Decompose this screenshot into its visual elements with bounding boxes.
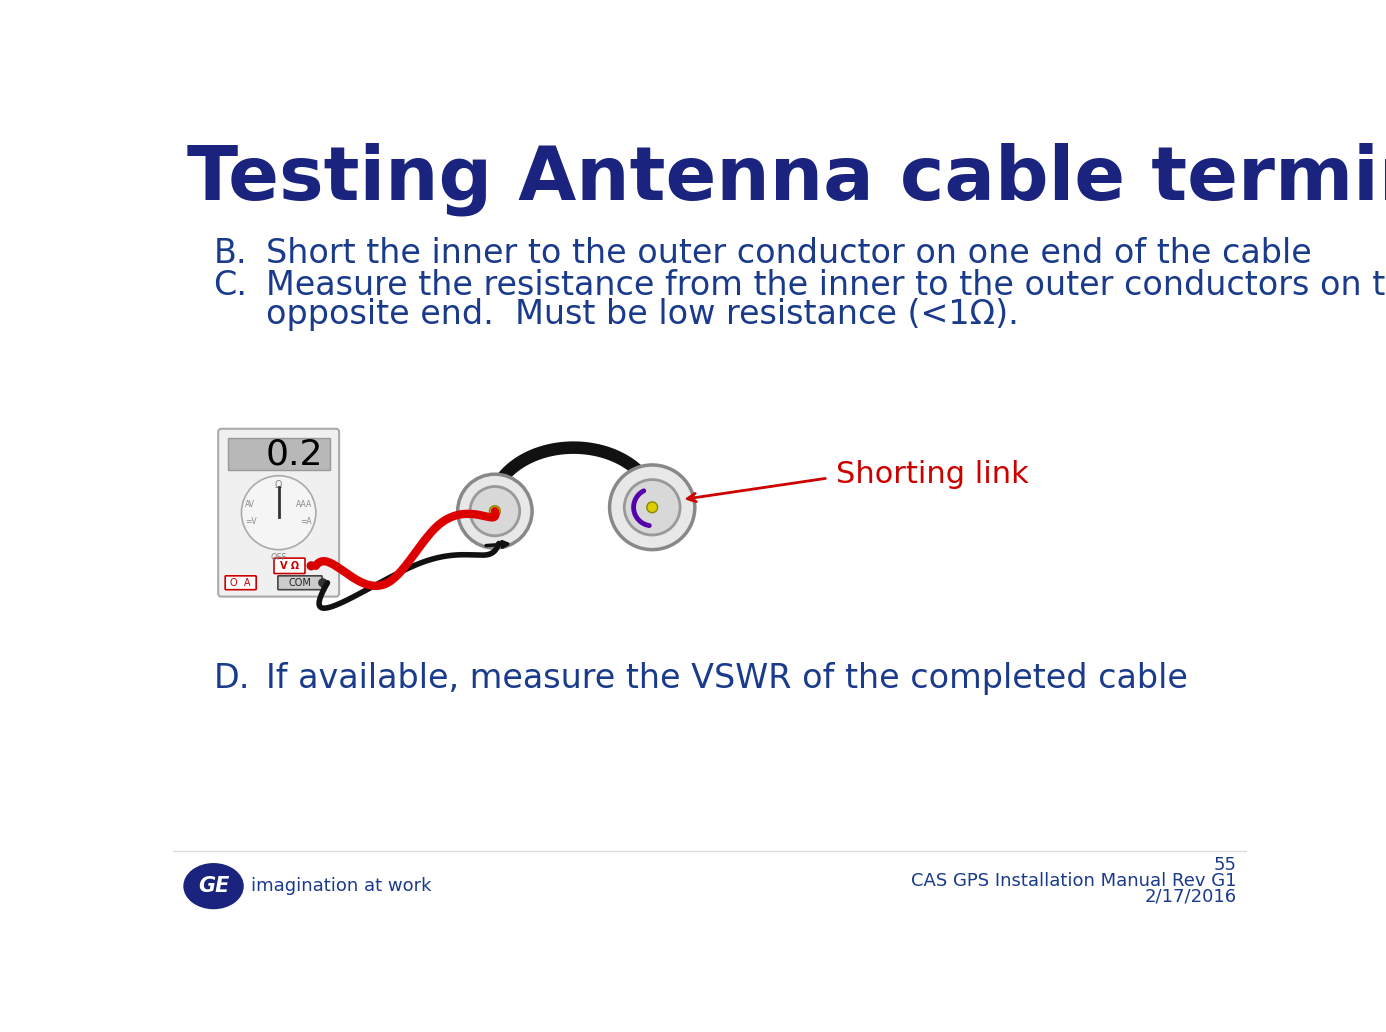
Text: Ω: Ω (274, 480, 283, 490)
FancyBboxPatch shape (277, 576, 322, 589)
FancyBboxPatch shape (274, 558, 305, 574)
Text: COM: COM (288, 578, 312, 588)
Bar (227, 438, 330, 471)
Text: OFF: OFF (270, 553, 287, 561)
Ellipse shape (183, 863, 244, 909)
Circle shape (647, 502, 657, 513)
FancyBboxPatch shape (218, 428, 340, 596)
Text: GE: GE (198, 876, 229, 896)
Text: CAS GPS Installation Manual Rev G1: CAS GPS Installation Manual Rev G1 (911, 872, 1236, 890)
Text: 0.2: 0.2 (266, 438, 323, 472)
FancyBboxPatch shape (225, 576, 256, 589)
Circle shape (470, 486, 520, 536)
Text: 55: 55 (1214, 857, 1236, 874)
Circle shape (241, 476, 316, 550)
Text: If available, measure the VSWR of the completed cable: If available, measure the VSWR of the co… (266, 662, 1188, 695)
Text: D.: D. (213, 662, 249, 695)
Circle shape (610, 465, 694, 550)
Text: =A: =A (301, 517, 312, 526)
Text: B.: B. (213, 236, 247, 269)
Text: Measure the resistance from the inner to the outer conductors on the: Measure the resistance from the inner to… (266, 269, 1386, 302)
Text: Testing Antenna cable terminations: Testing Antenna cable terminations (187, 142, 1386, 216)
Text: imagination at work: imagination at work (251, 877, 431, 895)
Text: O  A: O A (230, 578, 251, 588)
Text: =V: =V (245, 517, 256, 526)
Text: Shorting link: Shorting link (836, 459, 1028, 489)
Text: opposite end.  Must be low resistance (<1Ω).: opposite end. Must be low resistance (<1… (266, 298, 1019, 331)
Text: AAA: AAA (295, 501, 312, 510)
Text: V Ω: V Ω (280, 560, 299, 571)
Text: AV: AV (245, 501, 255, 510)
Circle shape (457, 474, 532, 548)
Text: C.: C. (213, 269, 248, 302)
Circle shape (319, 578, 327, 587)
Text: Short the inner to the outer conductor on one end of the cable: Short the inner to the outer conductor o… (266, 236, 1313, 269)
Circle shape (489, 506, 500, 517)
Ellipse shape (188, 868, 238, 905)
Circle shape (306, 561, 316, 571)
Circle shape (624, 480, 681, 535)
Text: 2/17/2016: 2/17/2016 (1145, 888, 1236, 905)
